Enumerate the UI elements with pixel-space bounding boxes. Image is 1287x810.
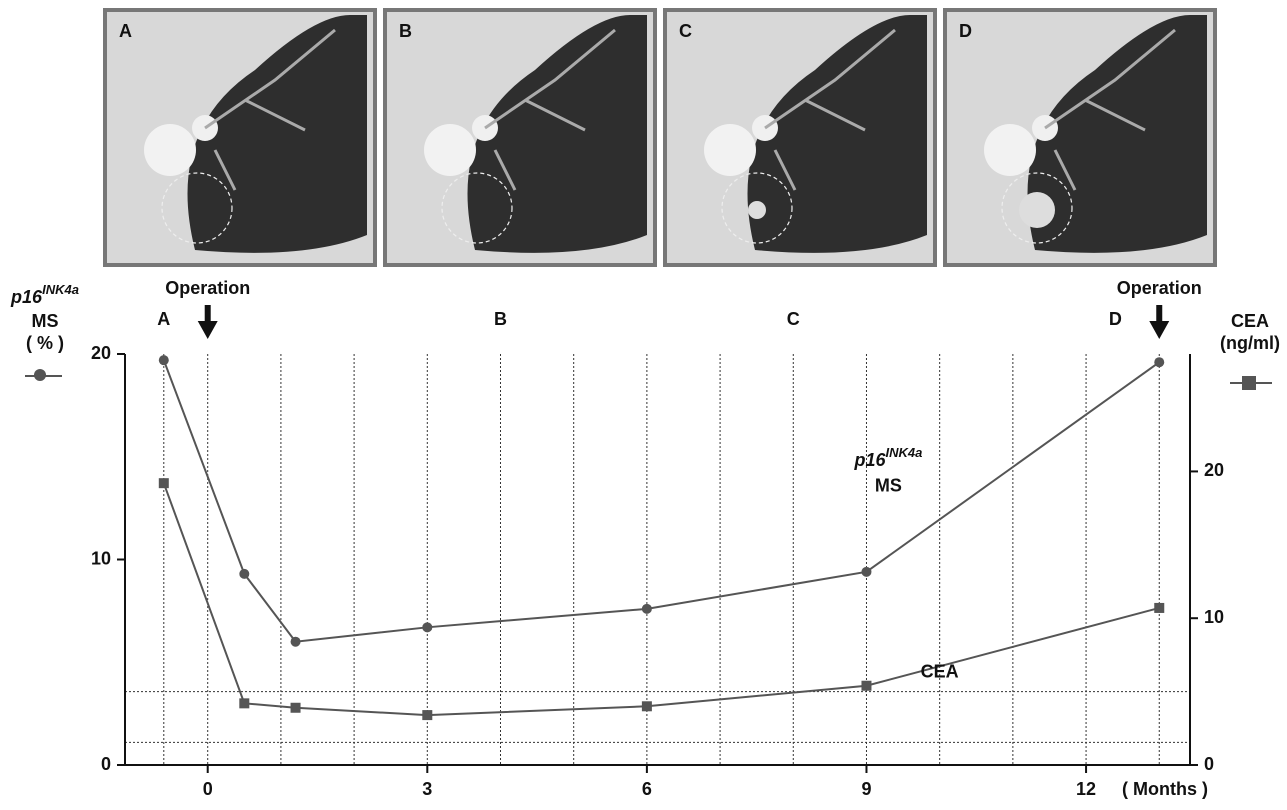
data-point [861, 566, 872, 577]
bronchi [764, 28, 896, 191]
x-tick-label: 3 [422, 779, 432, 799]
y2-axis-title: (ng/ml) [1220, 333, 1280, 353]
y2-axis-title: CEA [1231, 311, 1269, 331]
series-label: MS [875, 476, 902, 496]
data-point [861, 680, 872, 691]
data-point [290, 702, 301, 713]
nodule [748, 201, 766, 219]
operation-label: Operation [165, 278, 250, 298]
panel-label: B [399, 21, 412, 41]
operation-arrow [197, 305, 218, 339]
vessel [144, 124, 196, 176]
y-tick-label: 0 [101, 754, 111, 774]
data-point [1154, 602, 1165, 613]
data-point [641, 603, 652, 614]
series-label: CEA [921, 661, 959, 681]
data-point [422, 710, 433, 721]
bronchi [484, 28, 616, 191]
y2-tick-label: 20 [1204, 460, 1224, 480]
series-line [162, 482, 1160, 717]
stage-label: A [157, 309, 170, 329]
series-label: p16INK4a [853, 445, 922, 469]
panel-label: D [959, 21, 972, 41]
ct-image: A [103, 8, 377, 267]
x-tick-label: 6 [642, 779, 652, 799]
data-point [641, 701, 652, 712]
data-point [239, 568, 250, 579]
legend-marker [34, 369, 46, 381]
data-point [1154, 357, 1165, 368]
x-tick-label: 9 [861, 779, 871, 799]
data-point [422, 622, 433, 633]
data-point [290, 636, 301, 647]
data-point [158, 355, 169, 366]
stage-label: D [1109, 309, 1122, 329]
x-tick-label: 12 [1076, 779, 1096, 799]
x-axis-title: ( Months ) [1122, 779, 1208, 799]
data-point [158, 478, 169, 489]
lung-field [1027, 15, 1207, 253]
y-axis-title: MS [32, 311, 59, 331]
bronchi [1044, 28, 1176, 191]
roi [441, 172, 513, 244]
series-line [162, 359, 1160, 643]
y-axis-title: ( % ) [26, 333, 64, 353]
roi [161, 172, 233, 244]
stage-label: B [494, 309, 507, 329]
ct-image: B [383, 8, 657, 267]
x-tick-label: 0 [203, 779, 213, 799]
ct-image: C [663, 8, 937, 267]
lung-field [187, 15, 367, 253]
ct-panels: A B C D [103, 8, 1217, 267]
bronchi [204, 28, 336, 191]
stage-label: C [787, 309, 800, 329]
roi [1001, 172, 1073, 244]
y-tick-label: 10 [91, 548, 111, 568]
operation-arrow [1149, 305, 1170, 339]
gene-superscript: INK4a [42, 282, 79, 297]
y-axis-title: p16INK4a [10, 282, 79, 306]
gene-name: p16 [853, 450, 886, 470]
y-tick-label: 20 [91, 343, 111, 363]
y2-tick-label: 0 [1204, 754, 1214, 774]
data-point [239, 698, 250, 709]
ct-image: D [943, 8, 1217, 267]
vessel [704, 124, 756, 176]
vessel [424, 124, 476, 176]
gene-name: p16 [10, 287, 43, 307]
y2-tick-label: 10 [1204, 607, 1224, 627]
vessel [984, 124, 1036, 176]
legend-marker [1242, 376, 1256, 390]
nodule [1019, 192, 1055, 228]
panel-label: C [679, 21, 692, 41]
roi [721, 172, 793, 244]
lung-field [467, 15, 647, 253]
panel-label: A [119, 21, 132, 41]
lung-field [747, 15, 927, 253]
operation-label: Operation [1117, 278, 1202, 298]
gene-superscript: INK4a [886, 445, 923, 460]
